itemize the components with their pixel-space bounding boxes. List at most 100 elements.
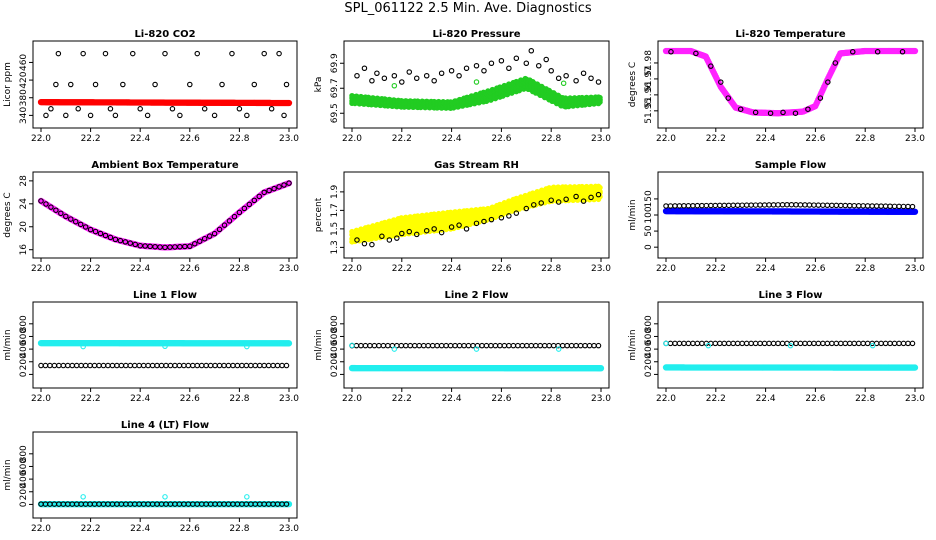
data-point	[513, 55, 520, 61]
data-point	[833, 202, 840, 209]
data-point	[78, 362, 84, 369]
panel-title: Line 3 Flow	[759, 290, 823, 301]
data-point	[838, 340, 844, 347]
data-point	[891, 340, 898, 347]
x-tick-label: 22.0	[656, 264, 676, 274]
data-point	[699, 340, 705, 347]
x-tick-label: 23.0	[905, 134, 925, 144]
data-point	[515, 342, 521, 349]
x-tick-label: 22.4	[130, 134, 150, 144]
data-point	[225, 362, 232, 369]
data-point	[757, 340, 763, 347]
data-point	[201, 106, 208, 112]
data-point	[479, 342, 485, 349]
y-tick-label: 0	[19, 371, 29, 377]
series-magenta-1	[662, 47, 919, 117]
data-point	[681, 203, 687, 209]
data-point	[230, 362, 236, 369]
x-tick-label: 23.0	[591, 394, 611, 404]
figure-title: SPL_061122 2.5 Min. Ave. Diagnostics	[344, 1, 592, 16]
data-point	[112, 112, 119, 119]
data-point	[820, 202, 826, 208]
data-point	[492, 342, 499, 349]
x-tick-label: 22.6	[180, 134, 200, 144]
data-point	[429, 342, 436, 349]
x-tick-label: 22.2	[706, 394, 726, 404]
x-tick-label: 22.0	[31, 134, 51, 144]
x-tick-label: 22.0	[656, 134, 676, 144]
data-point	[573, 78, 579, 84]
data-point	[438, 70, 445, 77]
data-point	[354, 73, 360, 79]
x-tick-label: 22.0	[31, 524, 51, 534]
data-point	[510, 342, 517, 349]
panel-title: Line 1 Flow	[133, 290, 197, 301]
y-tick-label: 0	[644, 244, 654, 250]
data-point	[847, 202, 853, 209]
x-tick-label: 22.8	[541, 394, 561, 404]
data-point	[497, 342, 503, 349]
data-point	[105, 362, 111, 369]
data-point	[717, 340, 723, 347]
data-point	[403, 342, 409, 349]
data-point	[167, 362, 174, 369]
data-point	[279, 362, 285, 369]
data-point	[784, 201, 790, 208]
series-black-3	[354, 47, 602, 85]
data-point	[860, 203, 866, 209]
data-point	[73, 362, 80, 369]
data-point	[855, 340, 862, 347]
data-point	[721, 340, 728, 347]
y-tick-label: 16	[19, 244, 29, 256]
data-point	[488, 60, 495, 66]
data-point	[541, 342, 548, 349]
data-point	[51, 362, 58, 369]
x-tick-label: 22.8	[229, 264, 249, 274]
data-point	[586, 342, 593, 349]
data-point	[374, 70, 380, 77]
data-point	[829, 340, 835, 347]
y-axis-label: degrees C	[628, 62, 638, 107]
panel-6: Sample Flow ml/min 22.0 22.2 22.4 22.6 22.8 23.…	[628, 160, 925, 274]
y-axis-label: ml/min	[3, 459, 13, 490]
data-point	[234, 362, 241, 369]
data-point	[194, 362, 200, 369]
y-tick-label: 150	[644, 190, 654, 207]
panel-title: Line 2 Flow	[445, 290, 509, 301]
data-point	[406, 69, 413, 75]
data-point	[860, 340, 866, 347]
data-point	[431, 78, 437, 84]
data-point	[130, 50, 136, 57]
data-point	[597, 365, 605, 372]
data-point	[438, 342, 445, 349]
y-tick-label: 24	[19, 198, 29, 210]
data-point	[483, 342, 490, 349]
data-point	[154, 362, 160, 369]
data-point	[730, 202, 736, 209]
data-point	[463, 65, 470, 72]
x-tick-label: 22.4	[130, 394, 150, 404]
data-point	[806, 340, 813, 347]
data-point	[842, 202, 849, 209]
data-point	[416, 342, 422, 349]
y-tick-label: 420	[19, 71, 29, 88]
data-point	[523, 60, 530, 66]
data-point	[261, 50, 267, 57]
data-point	[229, 50, 235, 57]
y-tick-label: 100	[644, 206, 654, 223]
data-point	[797, 202, 804, 208]
data-point	[42, 362, 49, 369]
y-tick-label: 460	[19, 54, 29, 71]
y-tick-label: 380	[19, 89, 29, 106]
data-point	[847, 340, 853, 347]
data-point	[198, 362, 205, 369]
data-point	[703, 202, 710, 209]
x-tick-label: 22.8	[855, 264, 875, 274]
data-point	[244, 494, 250, 500]
data-point	[797, 340, 804, 347]
data-point	[120, 81, 126, 88]
data-point	[391, 83, 398, 89]
data-point	[528, 47, 535, 54]
data-point	[842, 340, 849, 347]
